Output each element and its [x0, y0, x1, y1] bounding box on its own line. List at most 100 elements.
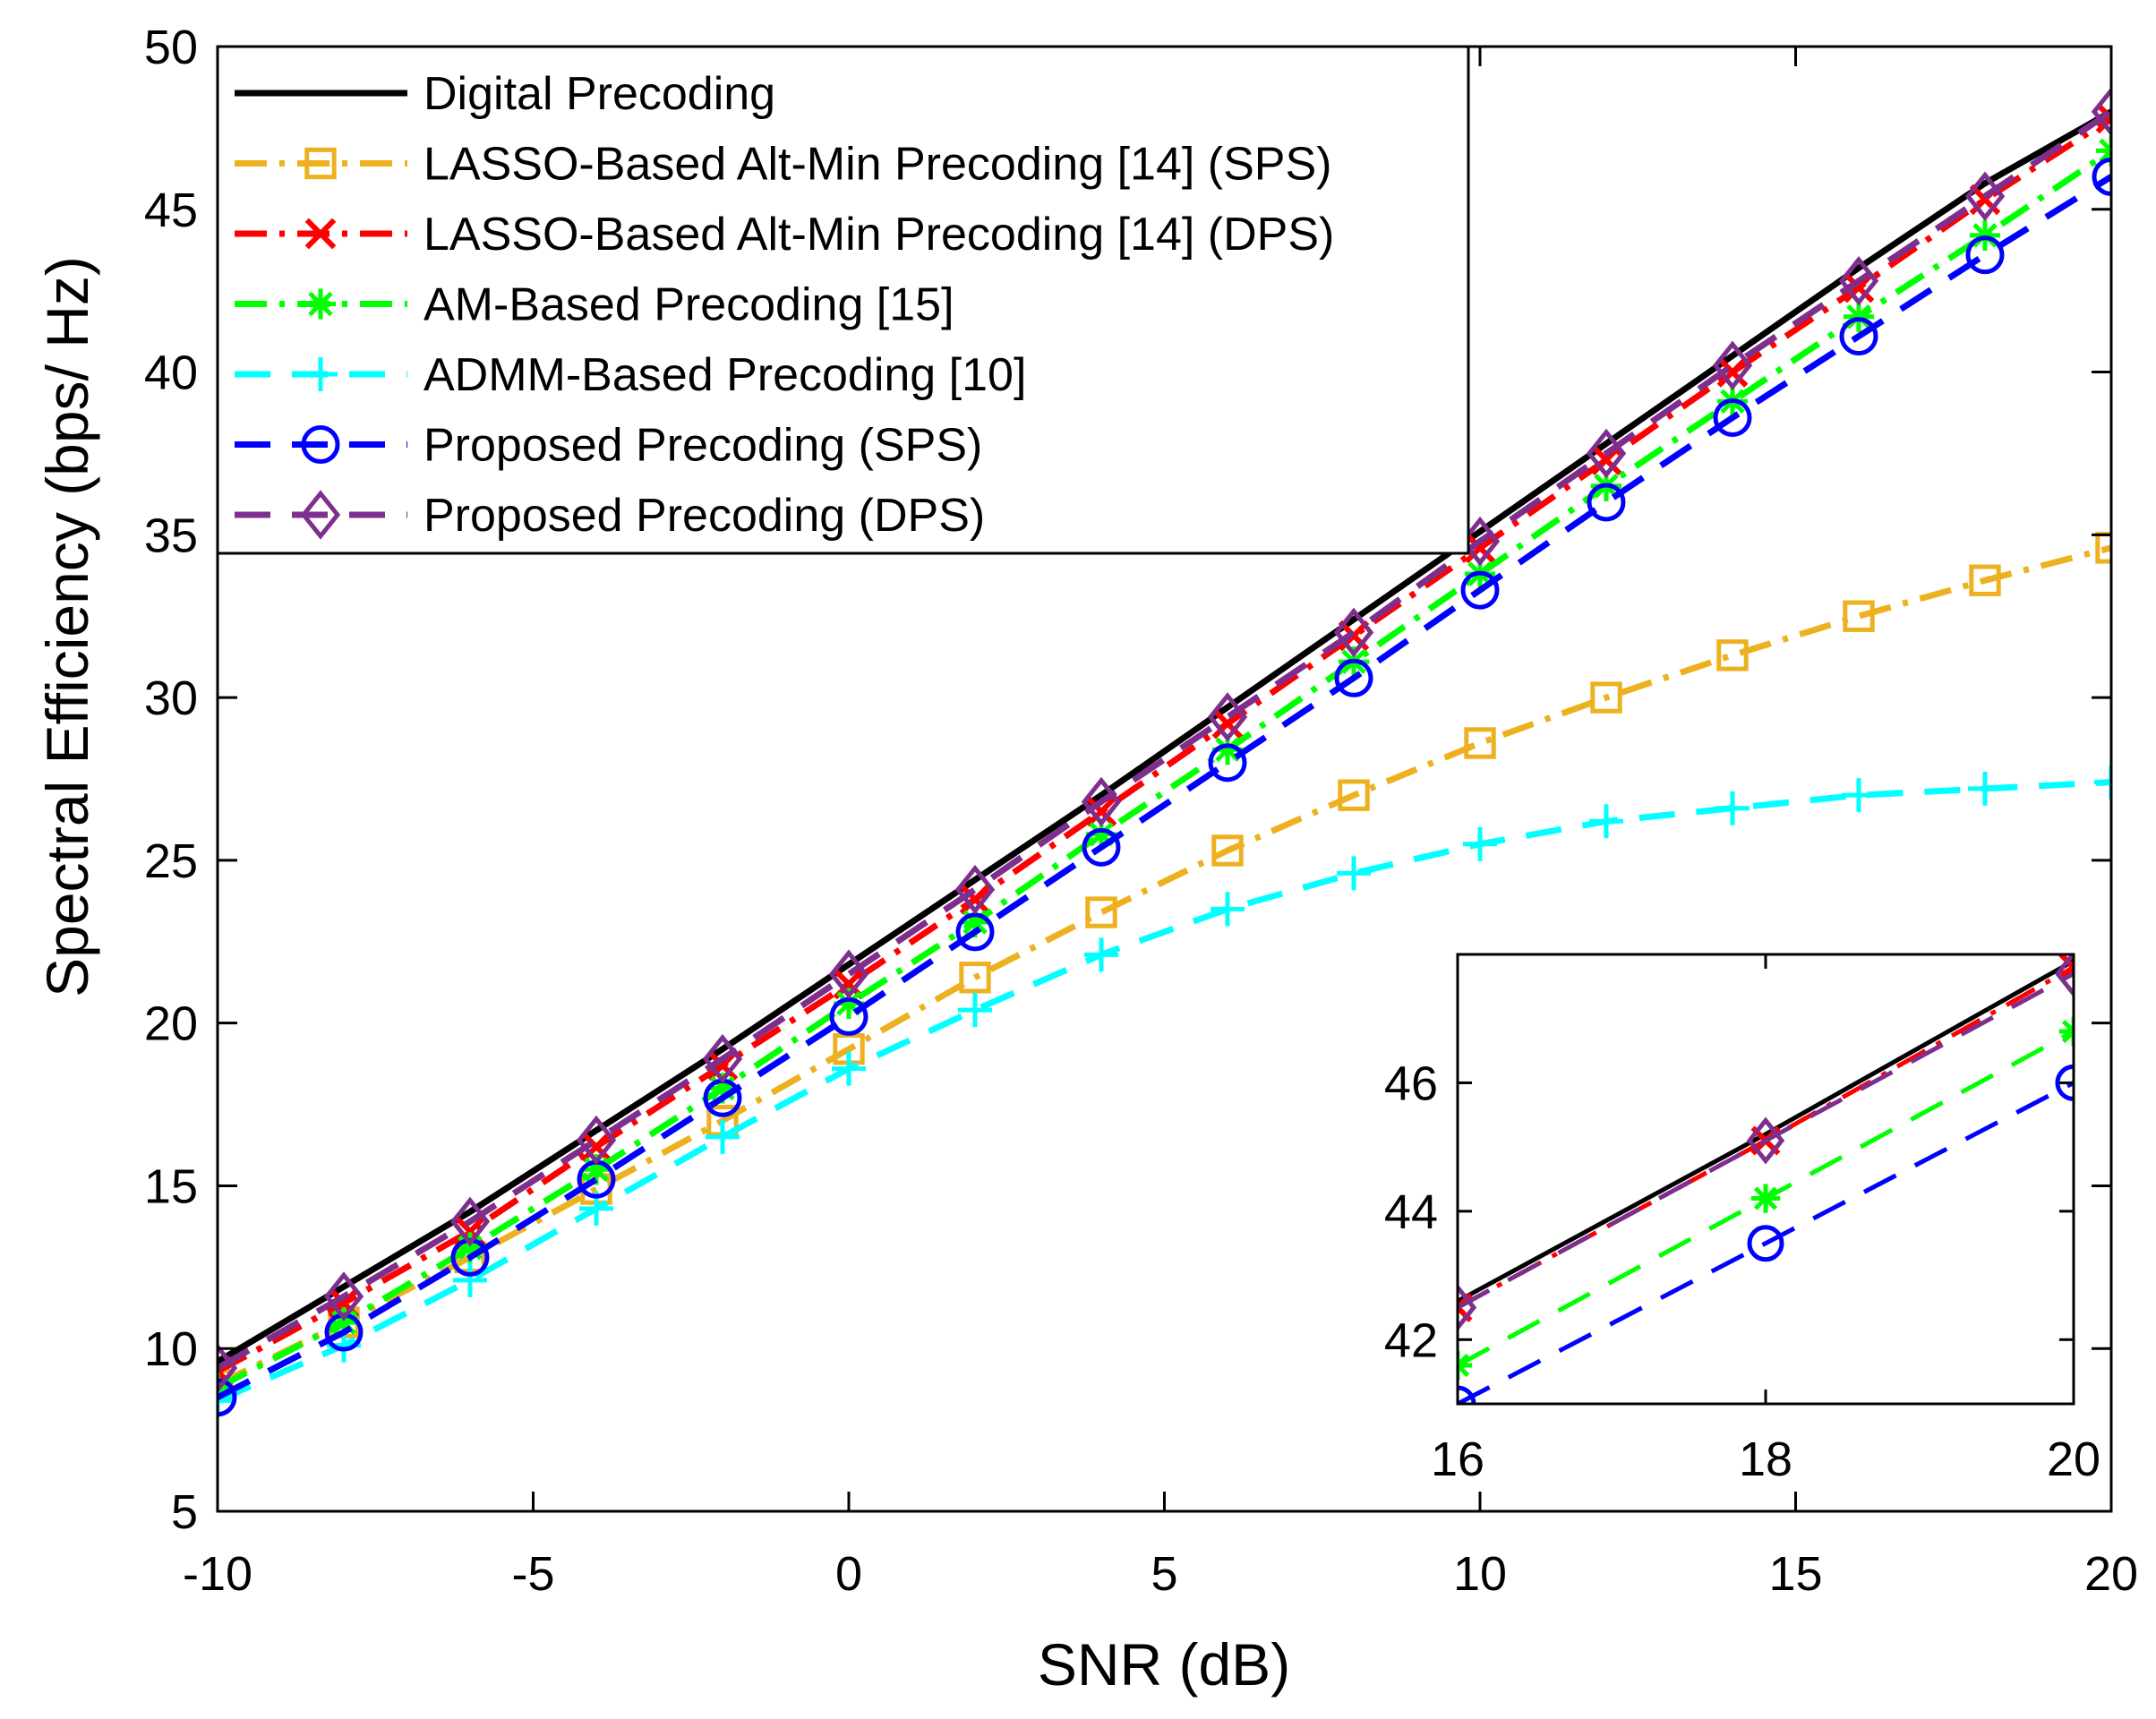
main-series-4-point-2	[453, 1262, 487, 1297]
main-y-tick-label-8: 45	[144, 184, 198, 237]
main-series-1-point-9	[1338, 779, 1370, 811]
main-series-3-point-13	[1843, 301, 1875, 332]
legend-label-1: LASSO-Based Alt-Min Precoding [14] (SPS)	[424, 139, 1331, 191]
main-series-5-point-10	[1460, 570, 1500, 610]
main-plot-series	[218, 86, 2111, 1418]
legend-label-4: ADMM-Based Precoding [10]	[424, 349, 1026, 401]
inset-x-tick-label-2: 20	[2047, 1432, 2100, 1486]
legend-swatch-marker-5	[301, 425, 340, 464]
main-series-3-point-4	[706, 1073, 739, 1104]
inset-series-line-4	[1458, 971, 2074, 1310]
inset-series-3-point-1	[1747, 1225, 1784, 1262]
main-x-tick-label-3: 5	[1151, 1547, 1177, 1601]
main-y-tick-label-4: 25	[144, 834, 198, 888]
main-series-5-point-5	[829, 996, 868, 1036]
main-series-5-point-12	[1713, 398, 1752, 437]
inset-series-2-point-1	[1750, 1184, 1781, 1213]
main-x-tick-label-2: 0	[835, 1547, 862, 1601]
inset-y-tick-label-0: 42	[1384, 1313, 1438, 1367]
main-x-tick-label-5: 15	[1768, 1547, 1822, 1601]
main-x-tick-label-1: -5	[511, 1547, 554, 1601]
legend-item-5: Proposed Precoding (SPS)	[235, 420, 982, 472]
inset-series-line-3	[1458, 1081, 2074, 1404]
legend-label-3: AM-Based Precoding [15]	[424, 279, 954, 331]
main-series-4-point-7	[1084, 937, 1118, 972]
inset-series-4	[1458, 954, 2074, 1331]
main-series-3-point-8	[1211, 734, 1244, 765]
main-series-1-point-11	[1590, 681, 1622, 714]
main-series-2-point-15	[2095, 102, 2111, 134]
main-series-4	[218, 765, 2111, 1418]
main-series-group	[218, 86, 2111, 1418]
main-series-6-point-12	[1712, 340, 1753, 391]
main-series-5-point-14	[1965, 235, 2005, 275]
main-series-1-point-14	[1969, 564, 2001, 596]
main-series-6-point-11	[1586, 428, 1627, 479]
inset-series-2	[1458, 1016, 2074, 1381]
main-series-1-point-13	[1843, 600, 1875, 632]
main-series-6-point-0	[218, 1343, 238, 1393]
main-series-3-point-6	[959, 906, 991, 938]
inset-x-tick-label-1: 18	[1739, 1432, 1792, 1486]
main-series-5-point-7	[1082, 827, 1121, 867]
main-series-3-point-3	[580, 1154, 612, 1185]
inset-series-4-point-0	[1458, 1283, 1477, 1331]
main-series-line-2	[218, 115, 2111, 1374]
main-series-2-point-3	[580, 1131, 612, 1163]
main-series-2-point-12	[1716, 356, 1749, 388]
main-series-3-point-7	[1085, 818, 1117, 850]
inset-y-tick-label-2: 46	[1384, 1056, 1438, 1110]
main-y-tick-label-6: 35	[144, 509, 198, 562]
main-series-4-point-15	[2094, 765, 2111, 800]
legend-swatch-marker-3	[304, 288, 337, 320]
main-series-3-point-5	[833, 988, 865, 1019]
main-series-line-0	[218, 108, 2111, 1364]
main-series-6-point-4	[702, 1033, 743, 1084]
legend-swatch-marker-1	[304, 147, 337, 180]
main-series-1-point-8	[1211, 834, 1244, 867]
main-series-6-point-7	[1081, 776, 1122, 827]
x-axis-label: SNR (dB)	[1038, 1631, 1290, 1698]
legend-label-5: Proposed Precoding (SPS)	[424, 420, 982, 472]
main-series-6-point-2	[449, 1196, 491, 1247]
main-series-2-point-6	[959, 884, 991, 915]
inset-plot: 16 18 20 42 44 46	[1384, 953, 2100, 1486]
main-series-line-6	[218, 108, 2111, 1372]
main-y-tick-label-2: 15	[144, 1159, 198, 1213]
legend-swatch-marker-2	[304, 218, 337, 250]
main-series-4-point-10	[1463, 826, 1497, 861]
main-series-3-point-1	[328, 1307, 360, 1338]
main-series-1-point-6	[959, 962, 991, 994]
inset-x-tick-label-0: 16	[1431, 1432, 1484, 1486]
main-series-4-point-11	[1589, 804, 1623, 839]
main-y-tick-label-5: 30	[144, 671, 198, 725]
main-x-tick-label-0: -10	[183, 1547, 252, 1601]
main-series-3-point-14	[1969, 219, 2001, 251]
main-series-1-point-15	[2095, 532, 2111, 564]
inset-series-4-point-1	[1746, 1116, 1785, 1165]
main-series-6-point-9	[1333, 607, 1374, 658]
main-x-tick-label-6: 20	[2084, 1547, 2138, 1601]
main-series-5-point-13	[1839, 317, 1878, 356]
main-series-6-point-14	[1964, 171, 2006, 221]
legend-item-0: Digital Precoding	[235, 68, 775, 120]
legend-label-0: Digital Precoding	[424, 68, 775, 120]
inset-series-group	[1458, 954, 2074, 1404]
legend-label-2: LASSO-Based Alt-Min Precoding [14] (DPS)	[424, 209, 1334, 261]
main-series-4-point-4	[706, 1119, 740, 1154]
main-series-2-point-7	[1085, 796, 1117, 827]
main-series-4-point-12	[1715, 791, 1750, 825]
main-series-line-4	[218, 779, 2111, 1404]
legend-swatch-marker-4	[304, 357, 338, 391]
main-series-4-point-14	[1968, 771, 2002, 806]
legend: Digital Precoding LASSO-Based Alt-Min Pre…	[216, 45, 1470, 555]
legend-swatch-marker-6	[300, 490, 341, 540]
main-series-line-1	[218, 544, 2111, 1388]
legend-label-6: Proposed Precoding (DPS)	[424, 490, 985, 542]
main-series-3-point-2	[454, 1232, 486, 1263]
inset-axes-layer: 16 18 20 42 44 46	[1384, 953, 2100, 1486]
main-series-5-point-15	[2092, 157, 2111, 196]
main-y-tick-label-3: 20	[144, 997, 198, 1051]
main-series-6-point-15	[2091, 86, 2111, 137]
